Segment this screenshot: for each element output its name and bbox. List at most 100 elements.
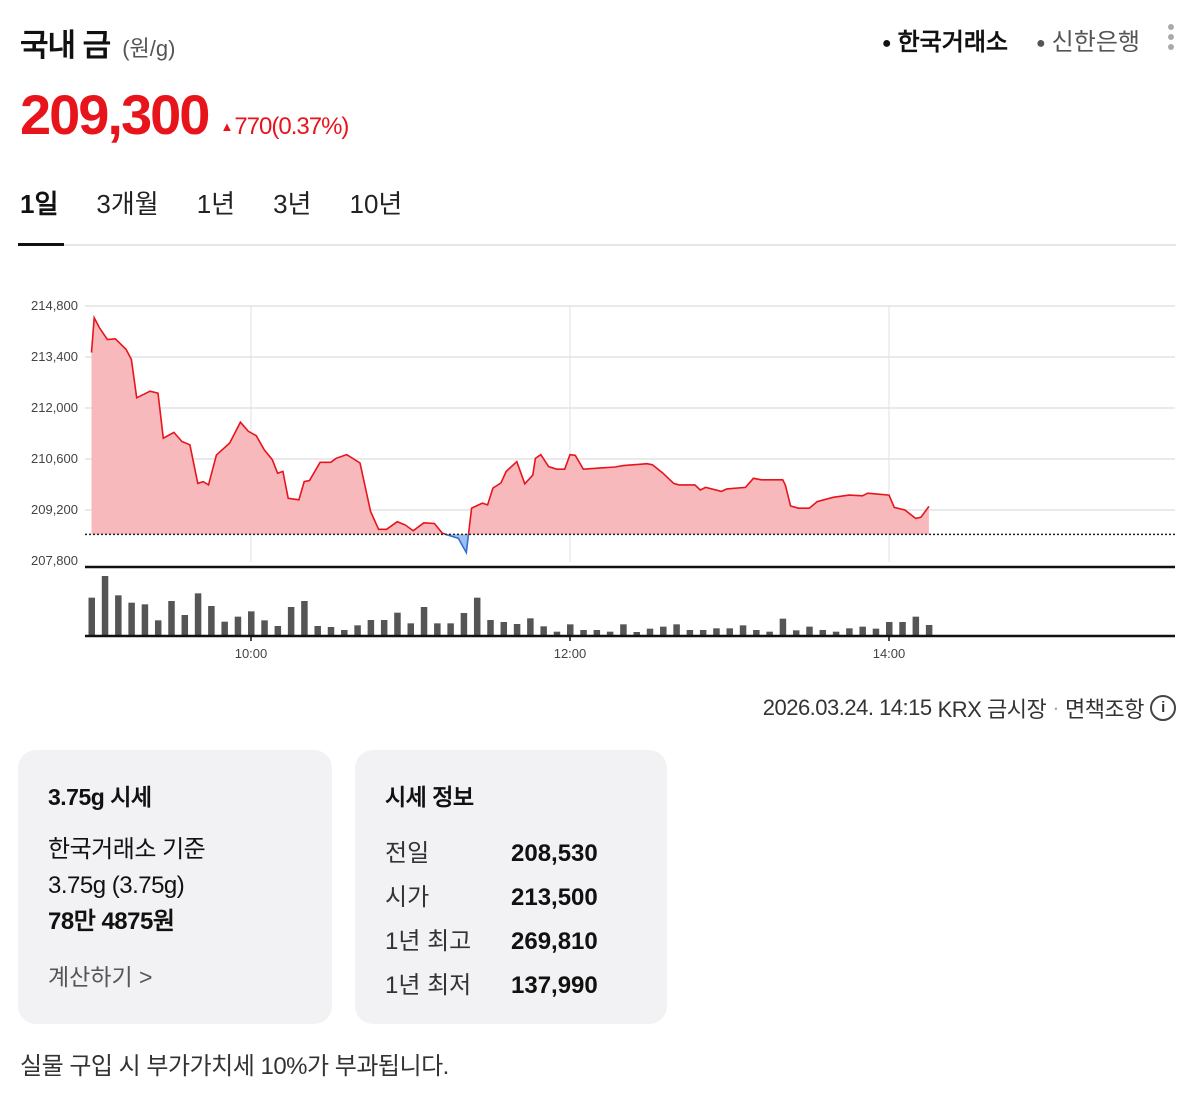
change-percent: (0.37%) <box>271 113 349 140</box>
volume-bar <box>487 620 494 636</box>
y-tick-label: 212,000 <box>31 400 78 415</box>
volume-bar <box>473 597 481 636</box>
volume-bar <box>208 606 215 636</box>
card-price-info: 시세 정보 전일 208,530 시가 213,500 1년 최고 269,810 1… <box>355 750 667 1024</box>
volume-bar <box>753 630 760 636</box>
y-tick-label: 209,200 <box>31 502 78 517</box>
volume-bar <box>699 630 707 636</box>
volume-bar <box>500 622 508 636</box>
volume-bar <box>261 620 268 636</box>
info-row-open: 시가 213,500 <box>385 876 637 920</box>
vat-notice: 실물 구입 시 부가가치세 10%가 부과됩니다. <box>20 1053 449 1080</box>
current-price: 209,300 <box>20 83 210 146</box>
calculate-link[interactable]: 계산하기 > <box>48 964 153 990</box>
volume-bar <box>141 604 149 636</box>
page-title: 국내 금 <box>20 28 111 63</box>
volume-bar <box>301 601 308 636</box>
row-value: 137,990 <box>511 972 598 999</box>
volume-bar <box>540 626 547 636</box>
tab-10y[interactable]: 10년 <box>349 189 403 219</box>
volume-bar <box>447 623 454 636</box>
chart-footnote: 2026.03.24. 14:15 KRX 금시장 · 면책조항 i <box>763 692 1176 724</box>
volume-bar <box>580 630 587 636</box>
tab-3m[interactable]: 3개월 <box>96 189 159 219</box>
x-tick-label: 10:00 <box>235 646 268 661</box>
tab-divider <box>18 244 1176 246</box>
volume-bar <box>248 611 255 636</box>
volume-bar <box>886 622 893 636</box>
kebab-menu-icon[interactable] <box>1166 24 1176 54</box>
timestamp: 2026.03.24. 14:15 <box>762 695 932 720</box>
area-fill-down <box>445 534 469 553</box>
volume-bar <box>181 615 189 636</box>
tab-3y[interactable]: 3년 <box>273 189 312 219</box>
volume-bar <box>354 625 361 636</box>
volume-bar <box>394 612 401 636</box>
volume-bar <box>527 618 534 636</box>
volume-bar <box>434 623 441 636</box>
card-title: 시세 정보 <box>385 784 474 810</box>
row-label: 1년 최고 <box>385 928 472 955</box>
volume-bar <box>513 624 521 636</box>
period-tabs: 1일 3개월 1년 3년 10년 <box>20 184 440 221</box>
volume-bar <box>673 624 680 636</box>
volume-bar <box>553 631 561 636</box>
source-selector: ● 한국거래소 ● 신한은행 <box>882 22 1140 57</box>
volume-bar <box>407 623 414 636</box>
volume-bar <box>806 626 813 636</box>
info-icon[interactable]: i <box>1150 695 1176 721</box>
bullet-icon: ● <box>881 34 892 52</box>
volume-bar <box>912 616 920 636</box>
volume-bar <box>819 630 827 636</box>
volume-bar <box>341 630 348 636</box>
volume-bar <box>925 625 933 636</box>
volume-bar <box>660 626 667 636</box>
row-label: 1년 최저 <box>385 972 472 999</box>
volume-bar <box>367 620 375 636</box>
card-375g-price: 3.75g 시세 한국거래소 기준 3.75g (3.75g) 78만 4875… <box>18 750 332 1024</box>
volume-bar <box>115 595 122 636</box>
info-row-prev-close: 전일 208,530 <box>385 832 637 876</box>
volume-bar <box>567 624 574 636</box>
source-shinhan-label: 신한은행 <box>1051 29 1140 56</box>
y-tick-label: 210,600 <box>31 451 78 466</box>
info-row-52w-low: 1년 최저 137,990 <box>385 964 637 1008</box>
market-name: KRX 금시장 <box>937 697 1047 722</box>
volume-bar <box>128 602 135 636</box>
tab-1d[interactable]: 1일 <box>20 189 59 219</box>
volume-bar <box>327 627 335 636</box>
source-shinhan[interactable]: ● 신한은행 <box>1036 22 1140 57</box>
price-change: ▲770(0.37%) <box>220 113 349 141</box>
volume-bar <box>234 616 242 636</box>
source-krx[interactable]: ● 한국거래소 <box>882 22 1008 57</box>
card-title: 3.75g 시세 <box>48 784 152 810</box>
price-chart[interactable]: 214,800 213,400 212,000 210,600 209,200 207,8… <box>0 290 1200 670</box>
volume-bar <box>314 626 321 636</box>
volume-bar <box>766 631 773 636</box>
basis-text: 한국거래소 기준 <box>48 836 206 863</box>
375g-price: 78만 4875원 <box>48 908 175 935</box>
row-value: 208,530 <box>511 840 598 867</box>
bullet-icon: ● <box>1036 34 1046 52</box>
y-tick-label: 214,800 <box>31 298 78 313</box>
source-krx-label: 한국거래소 <box>897 29 1008 56</box>
volume-bar <box>792 630 800 636</box>
volume-bar <box>274 626 282 636</box>
price-line-up <box>90 314 930 535</box>
volume-bar <box>101 576 109 636</box>
disclaimer-link[interactable]: 면책조항 <box>1065 697 1144 722</box>
row-label: 시가 <box>385 884 430 911</box>
x-tick-label: 12:00 <box>554 646 587 661</box>
tab-1y[interactable]: 1년 <box>196 189 236 219</box>
active-tab-indicator <box>18 243 64 246</box>
volume-bar <box>646 628 654 636</box>
volume-bar <box>872 628 880 636</box>
price-unit: (원/g) <box>122 36 176 61</box>
volume-bar <box>154 620 162 636</box>
volume-bar <box>221 621 228 636</box>
volume-bar <box>686 630 694 636</box>
volume-bar <box>859 626 866 636</box>
volume-bar <box>593 630 601 636</box>
y-tick-label: 213,400 <box>31 349 78 364</box>
volume-bar <box>168 601 175 636</box>
